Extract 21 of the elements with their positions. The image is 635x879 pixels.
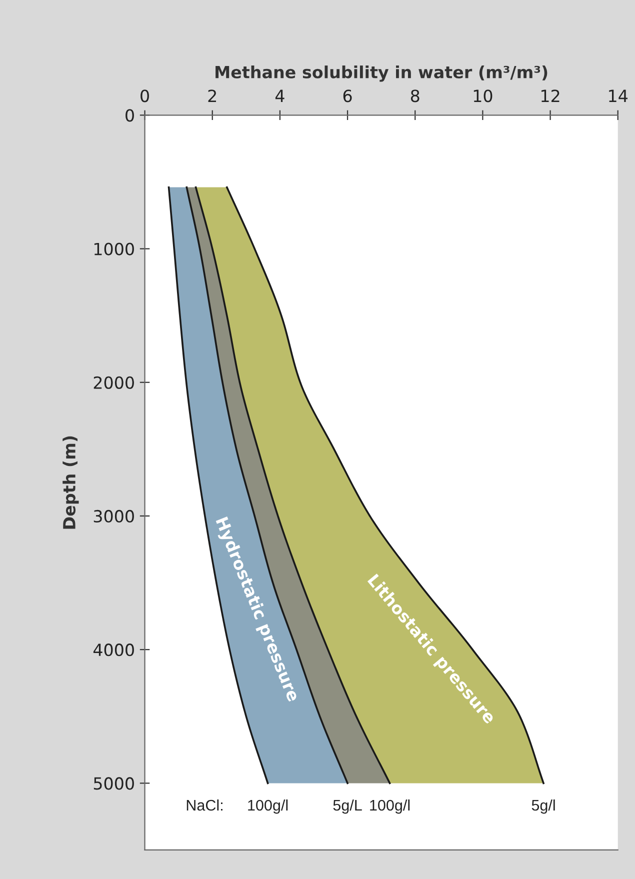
series-label: 100g/l — [248, 799, 288, 814]
y-tick-label: 2000 — [94, 376, 134, 389]
series-label: 100g/l — [370, 799, 410, 814]
series-label: 5g/l — [532, 799, 555, 814]
y-tick-label: 4000 — [93, 644, 134, 656]
x-tick-label: 6 — [343, 90, 352, 102]
x-tick-label: 4 — [275, 90, 284, 102]
x-tick-label: 14 — [609, 90, 628, 102]
x-tick-label: 0 — [140, 90, 149, 102]
x-tick-label: 8 — [410, 90, 420, 102]
x-tick-label: 2 — [208, 90, 216, 102]
series-label: 5g/L — [333, 799, 362, 814]
y-tick-label: 5000 — [94, 777, 134, 790]
annotation: NaCl: — [186, 799, 222, 811]
x-tick-label: 10 — [474, 90, 492, 102]
x-axis-title: Methane solubility in water (m³/m³) — [216, 66, 548, 82]
y-tick-label: 0 — [126, 109, 134, 122]
y-tick-label: 1000 — [94, 242, 134, 256]
x-tick-label: 12 — [542, 90, 560, 102]
y-axis-title: Depth (m) — [62, 436, 79, 529]
y-tick-label: 3000 — [94, 510, 134, 523]
